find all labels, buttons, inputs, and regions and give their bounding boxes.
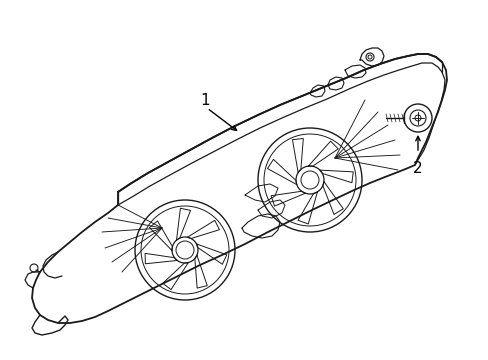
Text: 2: 2 (412, 161, 422, 176)
Text: 1: 1 (200, 93, 209, 108)
